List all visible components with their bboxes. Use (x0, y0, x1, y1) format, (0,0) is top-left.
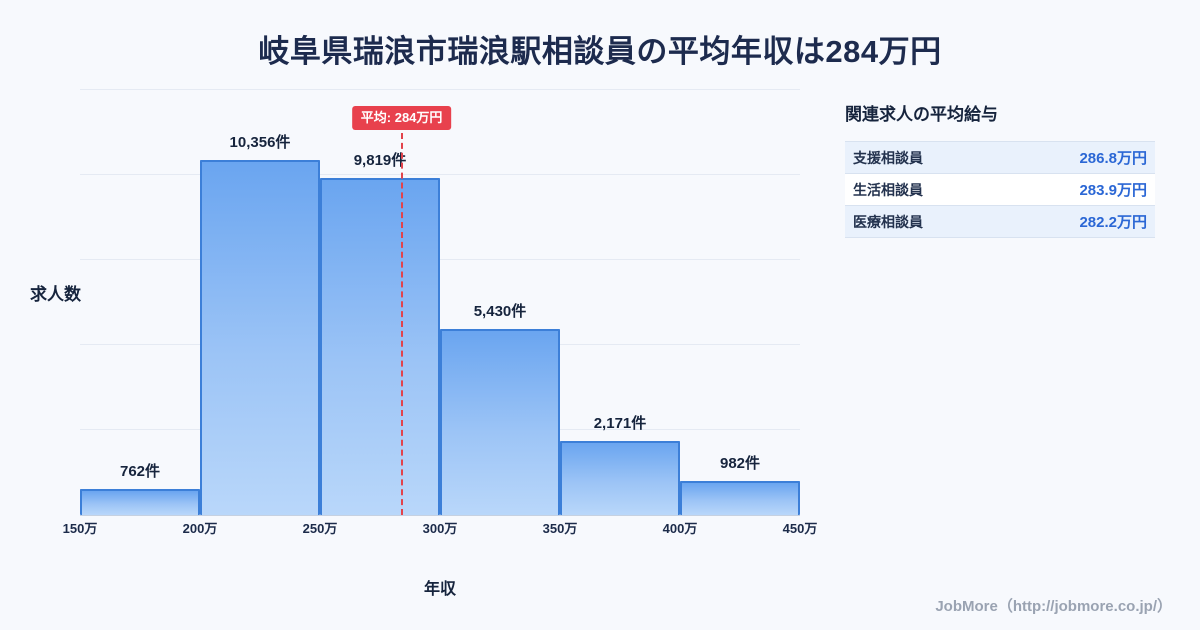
related-jobs-panel: 関連求人の平均給与 支援相談員 286.8万円生活相談員 283.9万円医療相談員 2… (845, 100, 1155, 238)
panel-heading: 関連求人の平均給与 (845, 105, 998, 124)
gridline (80, 89, 800, 90)
salary-value: 283.9万円 (1079, 182, 1147, 199)
histogram-bar (80, 489, 200, 515)
page-title: 岐阜県瑞浪市瑞浪駅相談員の平均年収は284万円 (258, 34, 942, 69)
histogram-bar (440, 329, 560, 515)
histogram-bar (560, 441, 680, 515)
x-tick-label: 150万 (62, 521, 98, 536)
gridline (80, 259, 800, 260)
y-axis-label: 求人数 (30, 285, 81, 304)
x-tick-label: 300万 (422, 521, 458, 536)
salary-table: 支援相談員 286.8万円生活相談員 283.9万円医療相談員 282.2万円 (845, 141, 1155, 238)
histogram-bar (320, 178, 440, 515)
histogram-bar (680, 481, 800, 515)
average-badge: 平均: 284万円 (351, 106, 452, 130)
average-dashed-line (400, 133, 403, 515)
bar-value-label: 982件 (719, 455, 761, 472)
salary-row: 支援相談員 286.8万円 (845, 142, 1155, 174)
job-title-label: 医療相談員 (853, 213, 923, 230)
salary-value: 286.8万円 (1079, 150, 1147, 167)
x-tick-label: 400万 (662, 521, 698, 536)
x-tick-label: 450万 (782, 521, 818, 536)
salary-row: 医療相談員 282.2万円 (845, 206, 1155, 238)
x-axis-label: 年収 (423, 581, 456, 598)
bar-value-label: 9,819件 (353, 152, 407, 169)
x-tick-label: 250万 (302, 521, 338, 536)
bar-value-label: 10,356件 (229, 134, 291, 151)
footer-credit: JobMore（http://jobmore.co.jp/） (935, 598, 1172, 615)
salary-value: 282.2万円 (1079, 214, 1147, 231)
gridline (80, 174, 800, 175)
histogram-bar (200, 160, 320, 515)
job-title-label: 支援相談員 (853, 149, 923, 166)
salary-row: 生活相談員 283.9万円 (845, 174, 1155, 206)
bar-value-label: 762件 (119, 463, 161, 480)
x-tick-label: 350万 (542, 521, 578, 536)
x-tick-label: 200万 (182, 521, 218, 536)
bar-value-label: 5,430件 (473, 303, 527, 320)
bar-value-label: 2,171件 (593, 415, 647, 432)
histogram-plot: 762件 10,356件 9,819件 5,430件 2,171件 982件 平均: 28… (63, 89, 817, 536)
job-title-label: 生活相談員 (853, 181, 923, 198)
